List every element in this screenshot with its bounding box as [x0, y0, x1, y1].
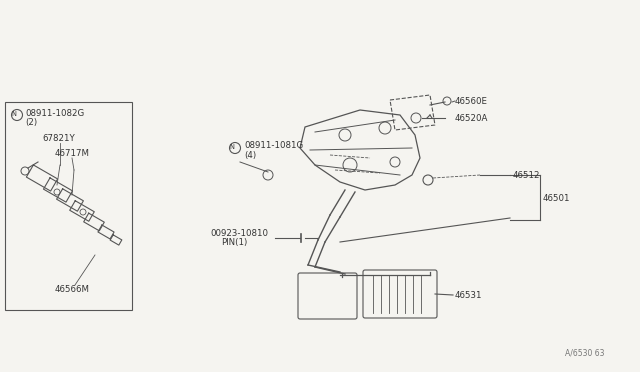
Bar — [5, 102, 132, 310]
Text: 08911-1082G: 08911-1082G — [25, 109, 84, 118]
Text: 46531: 46531 — [455, 291, 483, 299]
Text: 46501: 46501 — [543, 193, 570, 202]
Text: 46560E: 46560E — [455, 96, 488, 106]
Text: 46512: 46512 — [513, 170, 541, 180]
Text: N: N — [230, 144, 234, 150]
Text: PIN(1): PIN(1) — [221, 237, 247, 247]
Text: A/6530 63: A/6530 63 — [565, 349, 605, 357]
Text: 67821Y: 67821Y — [42, 134, 75, 142]
Text: 08911-1081G: 08911-1081G — [244, 141, 303, 150]
Text: 46566M: 46566M — [55, 285, 90, 295]
Text: 46520A: 46520A — [455, 113, 488, 122]
Text: N: N — [12, 111, 17, 117]
Text: (4): (4) — [244, 151, 256, 160]
Text: 00923-10810: 00923-10810 — [210, 228, 268, 237]
Text: 46717M: 46717M — [55, 148, 90, 157]
Text: (2): (2) — [25, 118, 37, 126]
